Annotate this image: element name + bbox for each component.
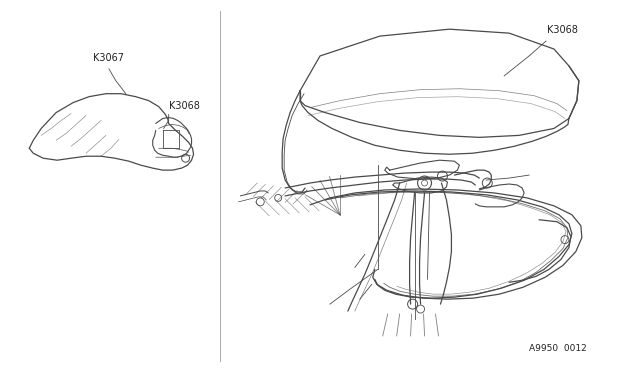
Text: K3067: K3067 [93,53,124,63]
Text: A9950  0012: A9950 0012 [529,344,587,353]
Text: K3068: K3068 [547,25,578,35]
Text: K3068: K3068 [169,100,200,110]
